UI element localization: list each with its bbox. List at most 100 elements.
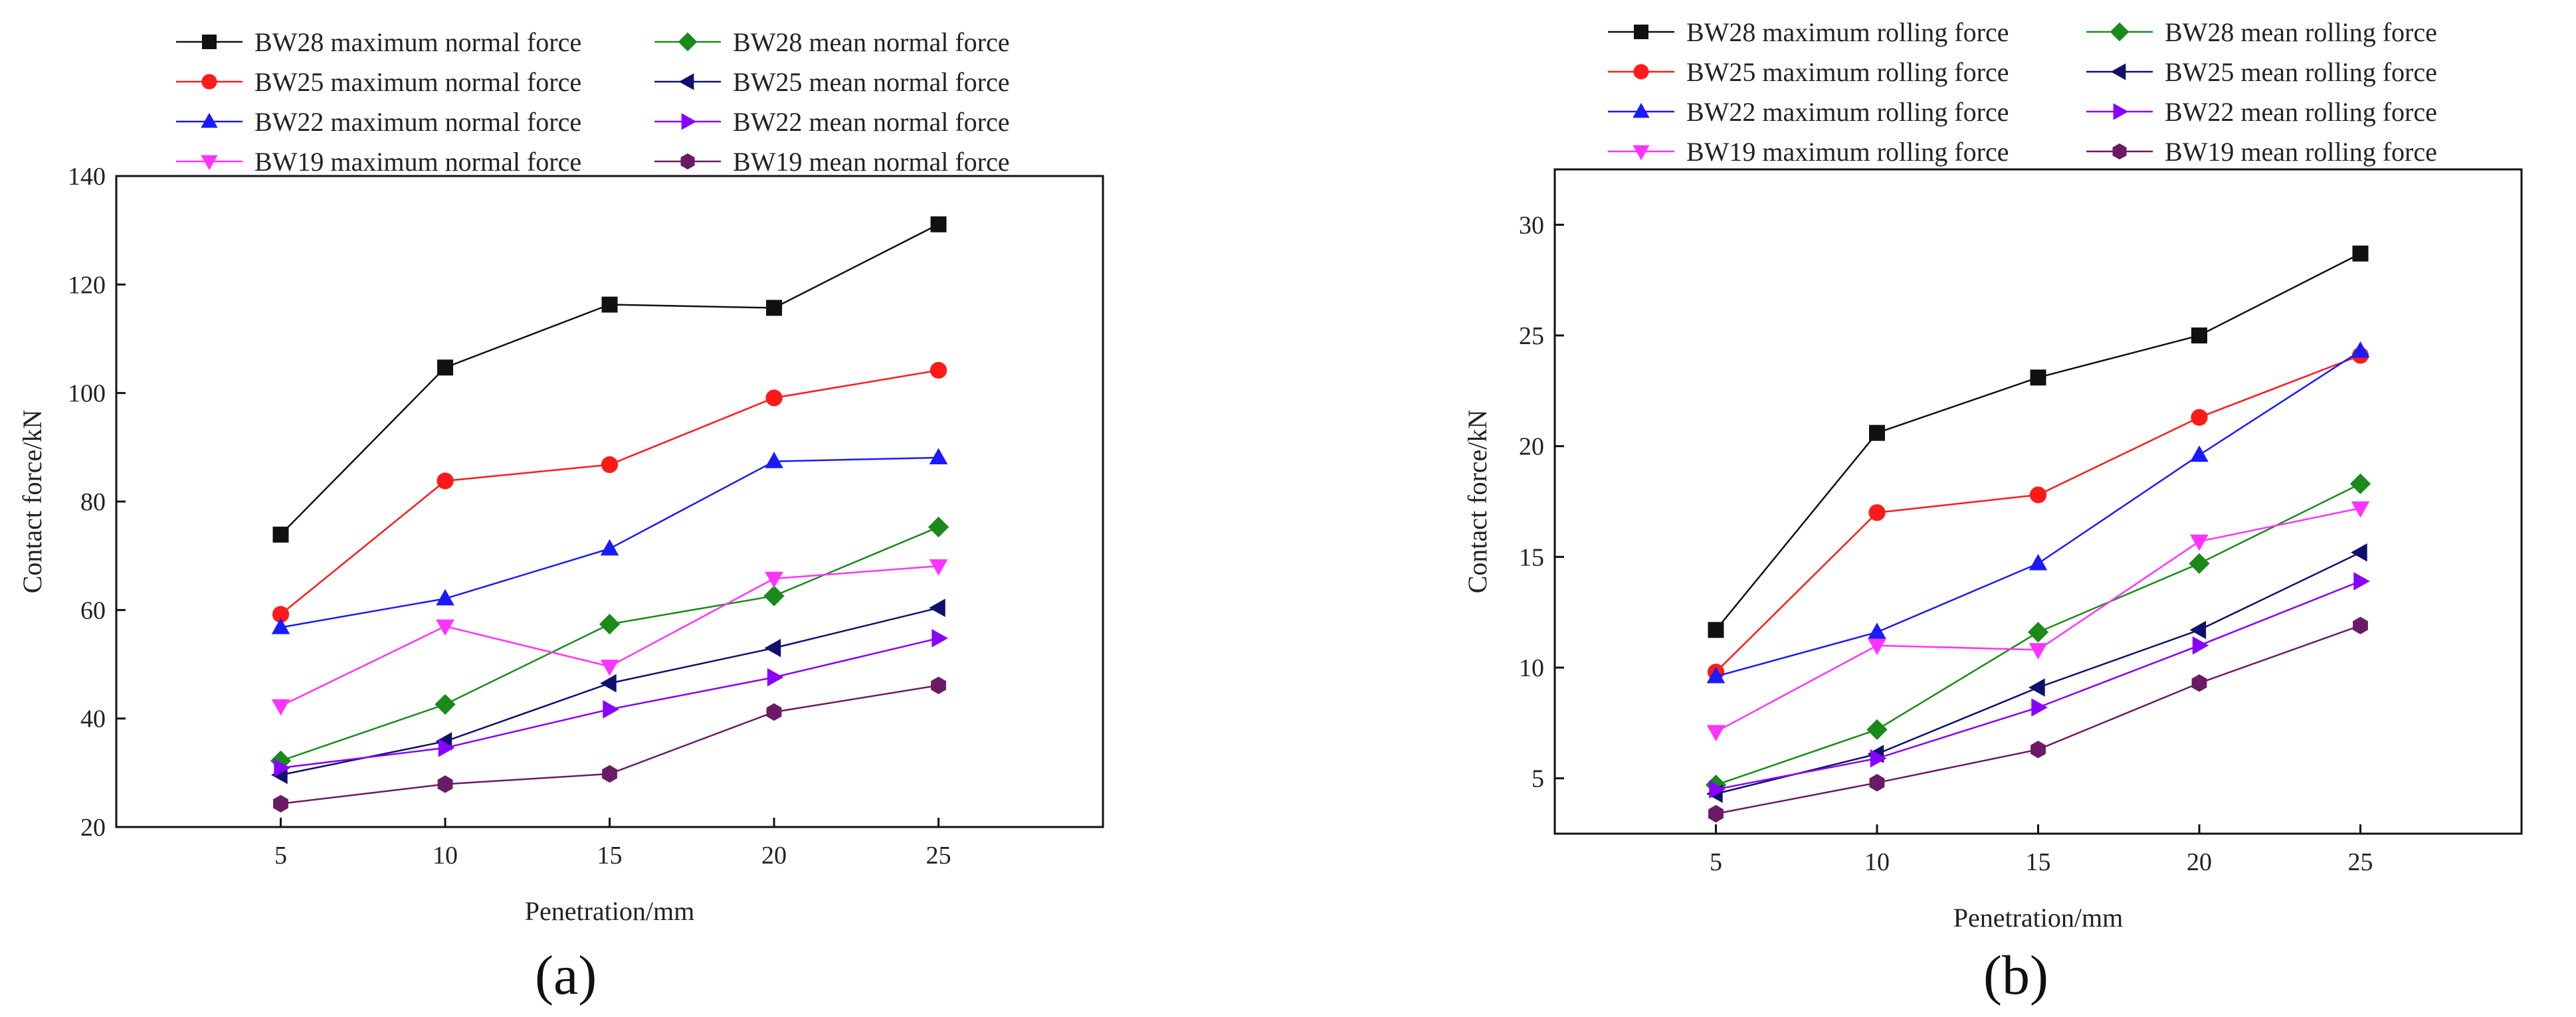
data-point <box>765 389 783 407</box>
series-bw22-max <box>1706 341 2370 684</box>
legend-label: BW19 maximum rolling force <box>1686 137 2009 167</box>
series-bw19-max <box>1706 501 2370 742</box>
legend-marker <box>201 112 218 128</box>
legend-marker <box>1633 102 1650 118</box>
legend-entry: BW19 mean rolling force <box>2086 137 2437 167</box>
series-bw19-mean <box>1708 616 2368 823</box>
y-tick-label: 20 <box>1519 433 1544 461</box>
data-point <box>436 619 454 636</box>
legend-label: BW28 maximum rolling force <box>1686 17 2009 47</box>
panel-label-a: (a) <box>535 945 597 1006</box>
data-point <box>1868 622 1886 639</box>
data-point <box>2349 473 2371 494</box>
data-point <box>2190 445 2209 462</box>
chart-panel-b: 5 10 15 20 25 5 10 15 20 25 30 Penetration/mm Contac… <box>1462 17 2523 933</box>
series-bw28-max <box>272 216 947 543</box>
series-bw25-mean <box>271 599 945 785</box>
legend-entry: BW22 mean rolling force <box>2086 97 2437 127</box>
data-point <box>601 456 619 474</box>
legend-label: BW22 mean rolling force <box>2165 97 2437 127</box>
data-point <box>1708 622 1724 638</box>
y-axis-label: Contact force/kN <box>17 410 47 594</box>
data-point <box>765 452 783 468</box>
legend-marker <box>1633 64 1649 80</box>
series-bw22-max <box>271 448 948 634</box>
data-point <box>271 699 290 716</box>
series-line <box>280 526 939 762</box>
data-point <box>928 516 949 537</box>
data-point <box>599 613 621 635</box>
data-point <box>602 765 617 783</box>
data-point <box>603 699 619 719</box>
x-axis-label: Penetration/mm <box>1953 903 2124 933</box>
data-point <box>1870 749 1887 768</box>
y-tick-label: 10 <box>1519 654 1544 682</box>
legend-entry: BW25 mean normal force <box>654 67 1010 97</box>
panel-label-b: (b) <box>1983 945 2048 1006</box>
legend-label: BW19 mean normal force <box>733 147 1010 177</box>
legend-marker <box>2113 103 2129 120</box>
legend-entry: BW22 maximum rolling force <box>1608 97 2009 127</box>
data-point <box>1869 424 1885 441</box>
data-point <box>2029 553 2048 571</box>
legend-marker <box>1633 145 1650 161</box>
legend-label: BW28 mean normal force <box>733 27 1010 57</box>
data-point <box>766 703 782 721</box>
legend-marker <box>678 73 694 90</box>
series-bw28-max <box>1708 245 2369 638</box>
legend: BW28 maximum rolling force BW28 mean roll… <box>1608 17 2437 167</box>
x-tick-label: 15 <box>597 842 623 870</box>
series-bw25-max <box>272 361 947 623</box>
legend-marker <box>2110 63 2126 80</box>
data-point <box>764 638 781 658</box>
legend-label: BW19 mean rolling force <box>2165 137 2437 167</box>
data-point <box>1868 504 1886 521</box>
data-point <box>600 539 619 556</box>
legend-label: BW28 mean rolling force <box>2165 17 2437 47</box>
y-tick-label: 100 <box>68 380 106 408</box>
legend-entry: BW28 mean normal force <box>654 27 1010 57</box>
data-point <box>929 559 948 576</box>
x-tick-label: 25 <box>2348 848 2373 876</box>
y-tick-label: 120 <box>68 271 106 299</box>
data-point <box>435 693 456 715</box>
legend-entry: BW22 mean normal force <box>654 107 1010 137</box>
y-tick-label: 20 <box>80 814 106 842</box>
data-point <box>932 629 948 648</box>
data-point <box>2190 534 2209 551</box>
chart-panel-a: 5 10 15 20 25 20 40 60 80 100 120 140 Penetration/mm… <box>17 27 1104 926</box>
legend-entry: BW28 maximum rolling force <box>1608 17 2009 47</box>
series-bw19-max <box>271 559 948 716</box>
data-point <box>1866 719 1888 740</box>
y-axis-label: Contact force/kN <box>1462 410 1492 594</box>
data-point <box>437 359 453 376</box>
legend-marker <box>1634 25 1648 39</box>
y-tick-label: 30 <box>1519 211 1544 239</box>
data-point <box>2351 543 2367 562</box>
data-point <box>767 668 784 687</box>
legend-marker <box>2110 22 2130 42</box>
legend-entry: BW22 maximum normal force <box>176 107 581 137</box>
data-point <box>436 589 454 606</box>
legend-label: BW22 mean normal force <box>733 107 1010 137</box>
data-point <box>2027 622 2049 643</box>
data-point <box>2031 698 2048 717</box>
data-point <box>1869 774 1885 792</box>
series-bw25-mean <box>1706 543 2367 803</box>
series-line <box>1715 252 2361 631</box>
data-point <box>438 738 455 757</box>
x-tick-label: 10 <box>433 842 458 870</box>
series-bw22-mean <box>1709 572 2370 799</box>
y-tick-label: 60 <box>80 597 106 624</box>
legend-entry: BW25 maximum normal force <box>176 67 581 97</box>
data-point <box>930 216 947 232</box>
legend-label: BW22 maximum normal force <box>254 107 581 137</box>
data-point <box>2192 636 2209 655</box>
x-tick-label: 15 <box>2026 848 2051 876</box>
data-point <box>1709 780 1726 799</box>
data-point <box>765 571 783 589</box>
y-tick-label: 25 <box>1519 322 1544 350</box>
x-tick-label: 20 <box>761 842 787 870</box>
data-point <box>2029 643 2048 660</box>
x-tick-label: 5 <box>1710 848 1722 876</box>
